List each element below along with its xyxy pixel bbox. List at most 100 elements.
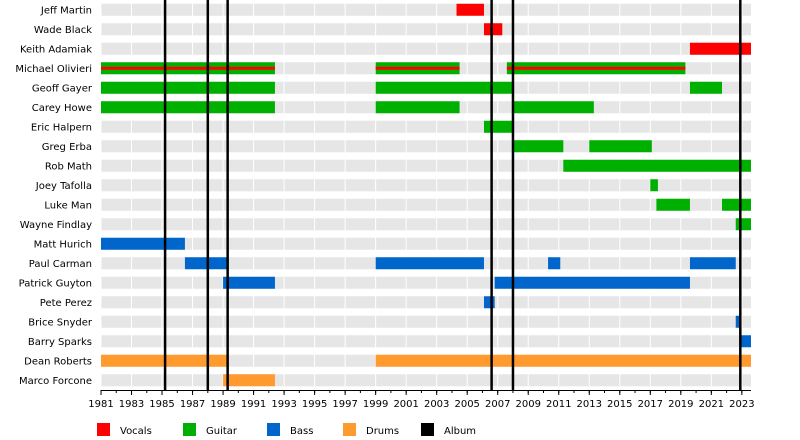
member-labels: Jeff Martin Wade Black Keith Adamiak Michae… bbox=[15, 5, 93, 387]
bar-bass bbox=[689, 257, 736, 270]
bar-bass bbox=[184, 257, 228, 270]
x-tick-label: 1993 bbox=[271, 399, 296, 410]
bar-bass bbox=[375, 257, 484, 270]
row-stripe bbox=[101, 120, 751, 133]
bar-guitar bbox=[375, 101, 460, 114]
x-tick-label: 2021 bbox=[699, 399, 724, 410]
bar-vocals bbox=[456, 3, 484, 16]
row-stripe bbox=[101, 335, 751, 348]
legend-label-album: Album bbox=[444, 426, 476, 437]
x-tick-label: 2011 bbox=[546, 399, 571, 410]
x-tick-label: 2009 bbox=[516, 399, 541, 410]
x-tick-label: 1983 bbox=[119, 399, 144, 410]
bar-guitar bbox=[483, 120, 513, 133]
legend-swatch-bass bbox=[267, 423, 280, 436]
member-label: Pete Perez bbox=[40, 298, 92, 309]
member-label: Greg Erba bbox=[42, 142, 92, 153]
x-tick-label: 1991 bbox=[241, 399, 266, 410]
member-label: Paul Carman bbox=[29, 259, 92, 270]
bar-guitar bbox=[101, 81, 275, 94]
member-label: Carey Howe bbox=[32, 103, 92, 114]
bar-bass bbox=[483, 296, 495, 309]
legend-label-vocals: Vocals bbox=[120, 426, 152, 437]
member-label: Barry Sparks bbox=[28, 337, 92, 348]
member-label: Michael Olivieri bbox=[15, 64, 92, 75]
bar-guitar bbox=[563, 159, 751, 172]
row-stripe bbox=[101, 3, 751, 16]
member-label: Wade Black bbox=[34, 25, 92, 36]
row-stripe bbox=[101, 218, 751, 231]
x-tick-label: 2023 bbox=[729, 399, 754, 410]
row-stripe bbox=[101, 198, 751, 211]
legend-label-drums: Drums bbox=[366, 426, 399, 437]
x-tick-label: 2019 bbox=[668, 399, 693, 410]
member-label: Marco Forcone bbox=[19, 376, 92, 387]
x-tick-label: 2013 bbox=[577, 399, 602, 410]
member-label: Keith Adamiak bbox=[20, 44, 92, 55]
legend-label-guitar: Guitar bbox=[206, 426, 238, 437]
bar-drums bbox=[375, 354, 751, 367]
x-tick-label: 1989 bbox=[210, 399, 235, 410]
row-stripe bbox=[101, 140, 751, 153]
bar-guitar bbox=[656, 198, 690, 211]
member-label: Patrick Guyton bbox=[19, 278, 92, 289]
member-label: Geoff Gayer bbox=[32, 83, 93, 94]
bar-bass bbox=[101, 237, 185, 250]
legend-swatch-guitar bbox=[183, 423, 196, 436]
bar-drums bbox=[223, 374, 275, 387]
row-stripe bbox=[101, 374, 751, 387]
member-label: Jeff Martin bbox=[40, 5, 92, 16]
x-tick-label: 1985 bbox=[149, 399, 174, 410]
bar-guitar bbox=[722, 198, 751, 211]
bar-guitar bbox=[512, 140, 564, 153]
legend-swatch-album bbox=[421, 423, 434, 436]
row-stripes bbox=[101, 3, 751, 387]
bar-vocals bbox=[689, 42, 751, 55]
bar-guitar bbox=[650, 179, 658, 192]
member-label: Matt Hurich bbox=[34, 239, 92, 250]
legend: Vocals Guitar Bass Drums Album bbox=[97, 423, 476, 437]
bar-vocals-overlay bbox=[506, 66, 686, 70]
member-label: Wayne Findlay bbox=[20, 220, 92, 231]
member-label: Luke Man bbox=[44, 200, 92, 211]
bar-guitar bbox=[101, 101, 275, 114]
x-tick-label: 1997 bbox=[332, 399, 357, 410]
member-label: Dean Roberts bbox=[24, 356, 92, 367]
bar-vocals-overlay bbox=[375, 66, 460, 70]
member-label: Joey Tafolla bbox=[35, 181, 92, 192]
row-stripe bbox=[101, 237, 751, 250]
x-axis bbox=[100, 390, 751, 395]
bar-bass bbox=[735, 315, 741, 328]
bar-bass bbox=[548, 257, 561, 270]
row-stripe bbox=[101, 42, 751, 55]
x-tick-label: 1987 bbox=[180, 399, 205, 410]
legend-swatch-vocals bbox=[97, 423, 110, 436]
row-stripe bbox=[101, 296, 751, 309]
bar-guitar bbox=[512, 101, 594, 114]
x-tick-label: 2001 bbox=[393, 399, 418, 410]
legend-swatch-drums bbox=[343, 423, 356, 436]
x-tick-label: 2017 bbox=[638, 399, 663, 410]
x-tick-label: 2003 bbox=[424, 399, 449, 410]
row-stripe bbox=[101, 23, 751, 36]
member-bars bbox=[101, 3, 751, 387]
row-stripe bbox=[101, 179, 751, 192]
legend-label-bass: Bass bbox=[290, 426, 313, 437]
gridlines bbox=[100, 0, 743, 390]
bar-guitar bbox=[589, 140, 652, 153]
bar-bass bbox=[223, 276, 275, 289]
bar-guitar bbox=[689, 81, 723, 94]
member-label: Brice Snyder bbox=[28, 317, 93, 328]
x-tick-labels: 1981 1983 1985 1987 1989 1991 1993 1995 1997 1999… bbox=[88, 399, 754, 410]
x-tick-label: 2015 bbox=[607, 399, 632, 410]
bar-vocals-overlay bbox=[101, 66, 275, 70]
row-stripe bbox=[101, 315, 751, 328]
bar-vocals bbox=[483, 23, 503, 36]
x-tick-label: 1995 bbox=[302, 399, 327, 410]
member-label: Eric Halpern bbox=[31, 122, 92, 133]
x-tick-label: 1999 bbox=[363, 399, 388, 410]
bar-guitar bbox=[735, 218, 751, 231]
bar-bass bbox=[494, 276, 690, 289]
x-tick-label: 2005 bbox=[454, 399, 479, 410]
